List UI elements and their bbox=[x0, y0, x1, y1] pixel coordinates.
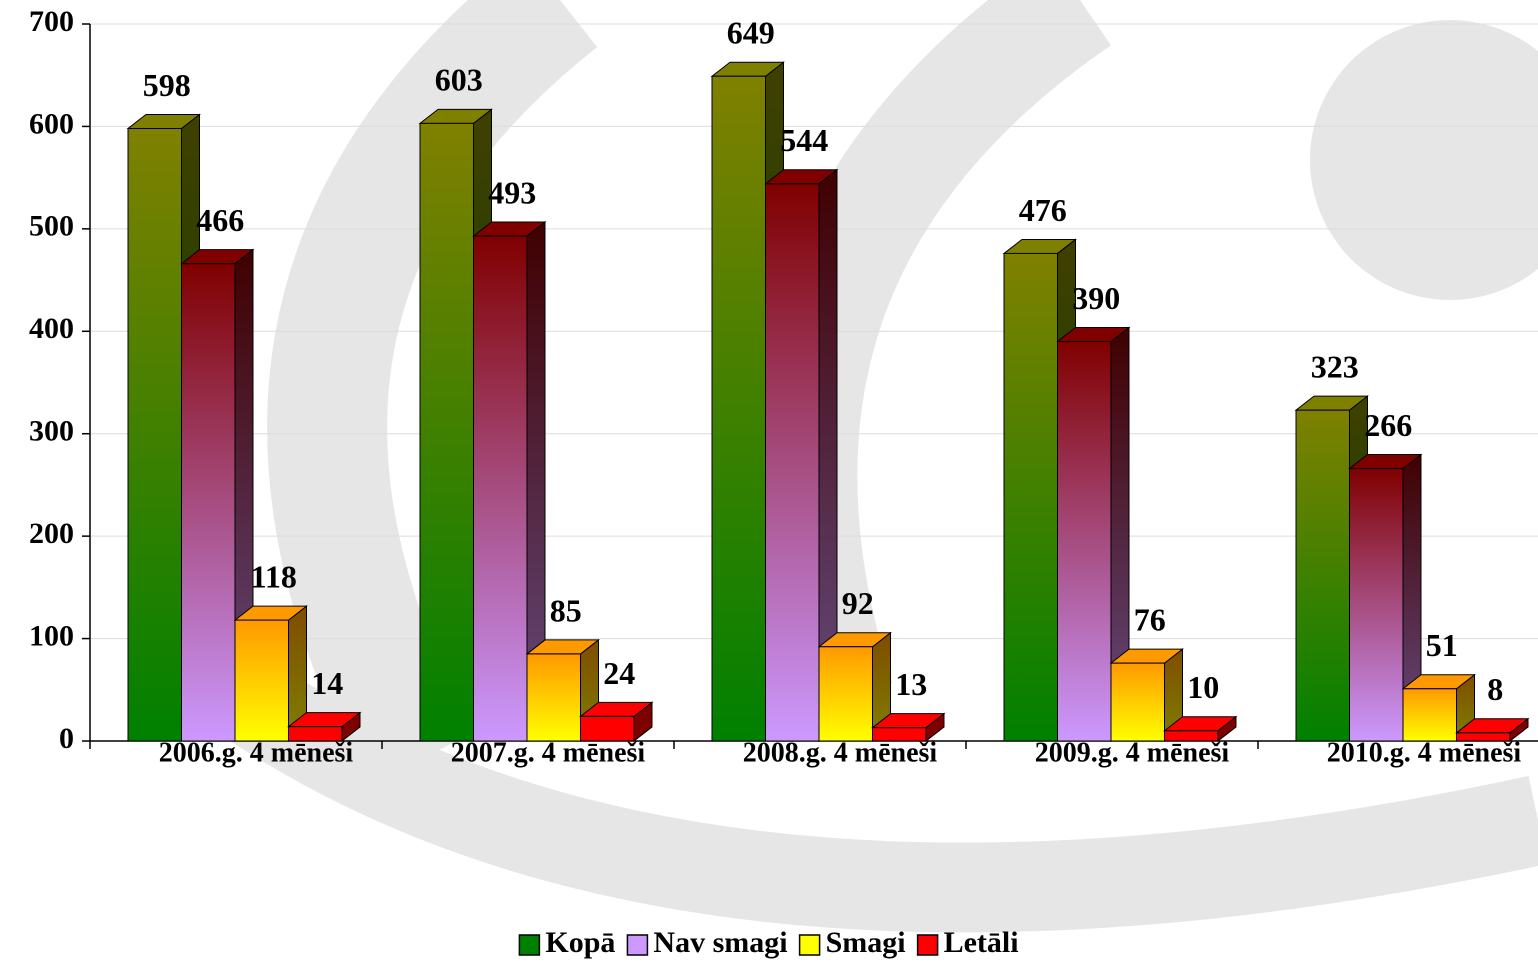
bar bbox=[765, 183, 820, 742]
legend-swatch bbox=[798, 934, 821, 956]
bar bbox=[181, 263, 236, 742]
value-label: 323 bbox=[1311, 348, 1359, 384]
x-tick-label: 2008.g. 4 mēneši bbox=[743, 737, 938, 768]
x-tick-label: 2007.g. 4 mēneši bbox=[451, 737, 646, 768]
bar bbox=[711, 75, 766, 742]
bar-side-shade bbox=[872, 632, 891, 741]
value-label: 51 bbox=[1426, 627, 1458, 663]
value-label: 603 bbox=[435, 62, 483, 98]
y-tick-label: 400 bbox=[29, 312, 74, 345]
x-tick-label: 2010.g. 4 mēneši bbox=[1327, 737, 1522, 768]
value-label: 92 bbox=[842, 585, 874, 621]
bar bbox=[419, 122, 474, 742]
value-label: 118 bbox=[251, 558, 297, 594]
value-label: 13 bbox=[895, 666, 927, 702]
bar bbox=[1110, 662, 1165, 742]
y-tick-label: 300 bbox=[29, 415, 74, 448]
bar bbox=[1349, 468, 1404, 742]
bar bbox=[872, 727, 927, 742]
y-tick-label: 200 bbox=[29, 517, 74, 550]
bar bbox=[288, 726, 343, 742]
value-label: 24 bbox=[603, 655, 635, 691]
y-tick-label: 500 bbox=[29, 210, 74, 243]
value-label: 390 bbox=[1072, 280, 1120, 316]
bar-side-shade bbox=[1164, 649, 1183, 741]
y-tick-label: 700 bbox=[29, 5, 74, 38]
bar-side-shade bbox=[926, 713, 944, 741]
bar bbox=[1057, 341, 1112, 742]
value-label: 476 bbox=[1019, 192, 1067, 228]
value-label: 8 bbox=[1487, 671, 1503, 707]
value-label: 85 bbox=[550, 592, 582, 628]
legend-swatch bbox=[518, 934, 541, 956]
bar-side-shade bbox=[634, 702, 652, 741]
bar bbox=[1164, 730, 1219, 742]
value-label: 10 bbox=[1187, 669, 1219, 705]
y-tick-label: 100 bbox=[29, 619, 74, 652]
legend: Kopā Nav smagi Smagi Letāli bbox=[518, 926, 1019, 959]
value-label: 466 bbox=[196, 202, 244, 238]
bar bbox=[526, 653, 581, 742]
legend-swatch bbox=[626, 934, 649, 956]
bar bbox=[1295, 409, 1350, 742]
bar bbox=[1456, 732, 1511, 742]
bar-side-shade bbox=[1111, 327, 1129, 741]
bar-side-shade bbox=[1403, 454, 1421, 741]
bar-side-shade bbox=[527, 222, 545, 741]
value-label: 14 bbox=[311, 665, 343, 701]
bar bbox=[234, 619, 289, 742]
bar-side-shade bbox=[342, 712, 360, 741]
bar-side-shade bbox=[1218, 716, 1236, 741]
legend-label: Smagi bbox=[826, 926, 906, 959]
bar bbox=[1003, 252, 1058, 742]
legend-label: Letāli bbox=[944, 926, 1019, 959]
bar bbox=[473, 235, 528, 742]
x-tick-label: 2009.g. 4 mēneši bbox=[1035, 737, 1230, 768]
legend-label: Nav smagi bbox=[653, 926, 787, 959]
bar bbox=[818, 646, 873, 742]
legend-swatch bbox=[916, 934, 939, 956]
y-tick-label: 0 bbox=[59, 722, 74, 755]
bar bbox=[1402, 688, 1457, 742]
y-tick-label: 600 bbox=[29, 107, 74, 140]
value-label: 493 bbox=[488, 174, 536, 210]
bar-side-shade bbox=[288, 606, 307, 741]
bar-side-shade bbox=[819, 169, 837, 741]
value-label: 649 bbox=[727, 15, 775, 51]
value-label: 76 bbox=[1134, 601, 1166, 637]
value-label: 544 bbox=[780, 122, 828, 158]
bar bbox=[127, 127, 182, 742]
bar bbox=[580, 715, 635, 742]
bar-side-shade bbox=[1510, 718, 1528, 741]
value-label: 598 bbox=[143, 67, 191, 103]
value-label: 266 bbox=[1364, 407, 1412, 443]
legend-label: Kopā bbox=[545, 926, 615, 959]
x-tick-label: 2006.g. 4 mēneši bbox=[159, 737, 354, 768]
